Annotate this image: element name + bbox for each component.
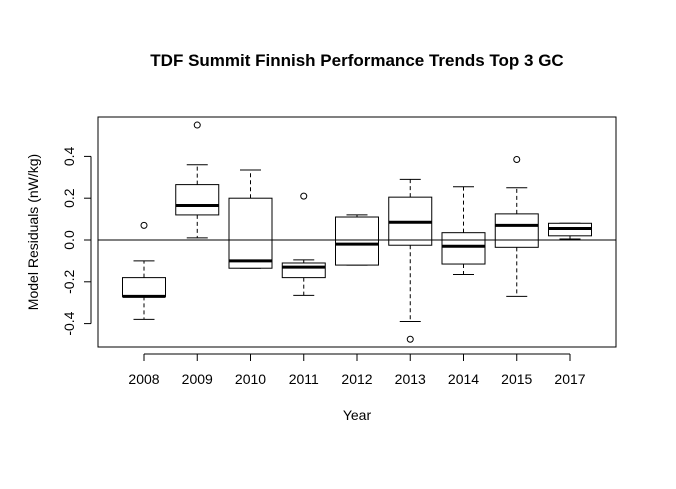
boxes-group [122, 121, 592, 343]
outlier-point [406, 335, 414, 343]
outlier-point [300, 192, 308, 200]
x-tick-label: 2009 [182, 371, 213, 387]
box-2009 [175, 121, 220, 239]
box-2010 [228, 169, 273, 269]
iqr-box [175, 184, 220, 216]
x-tick-label: 2014 [448, 371, 479, 387]
x-tick-label: 2010 [235, 371, 266, 387]
x-tick-label: 2015 [501, 371, 532, 387]
y-tick-label: -0.4 [61, 311, 77, 335]
x-axis: 2008 2009 2010 2011 2012 2013 2014 2015 2017 [128, 353, 586, 387]
box-2015 [494, 156, 539, 297]
x-tick-label: 2012 [341, 371, 372, 387]
outlier-point [513, 156, 521, 164]
iqr-box [494, 213, 539, 248]
chart-title: TDF Summit Finnish Performance Trends To… [150, 51, 563, 70]
iqr-box [281, 262, 326, 279]
x-tick-label: 2013 [395, 371, 426, 387]
iqr-box [122, 277, 166, 297]
outlier-point [193, 121, 201, 129]
iqr-box [441, 232, 486, 265]
x-tick-label: 2011 [289, 371, 319, 387]
x-tick-label: 2017 [554, 371, 585, 387]
y-tick-label: 0.0 [61, 230, 77, 250]
box-2013 [388, 178, 433, 343]
x-axis-label: Year [343, 407, 372, 423]
box-2012 [335, 214, 379, 266]
outlier-point [140, 221, 148, 229]
y-tick-label: -0.2 [61, 270, 77, 294]
y-axis: -0.4 -0.2 0.0 0.2 0.4 [61, 146, 92, 336]
iqr-box [335, 216, 379, 266]
box-2017 [548, 222, 592, 240]
y-tick-label: 0.2 [61, 188, 77, 208]
box-2011 [281, 192, 326, 296]
y-axis-label: Model Residuals (nW/kg) [25, 154, 41, 310]
plot-frame [97, 116, 617, 348]
y-tick-label: 0.4 [61, 146, 77, 166]
box-2014 [441, 186, 486, 275]
x-tick-label: 2008 [128, 371, 159, 387]
box-2008 [122, 221, 166, 320]
iqr-box [228, 197, 273, 269]
